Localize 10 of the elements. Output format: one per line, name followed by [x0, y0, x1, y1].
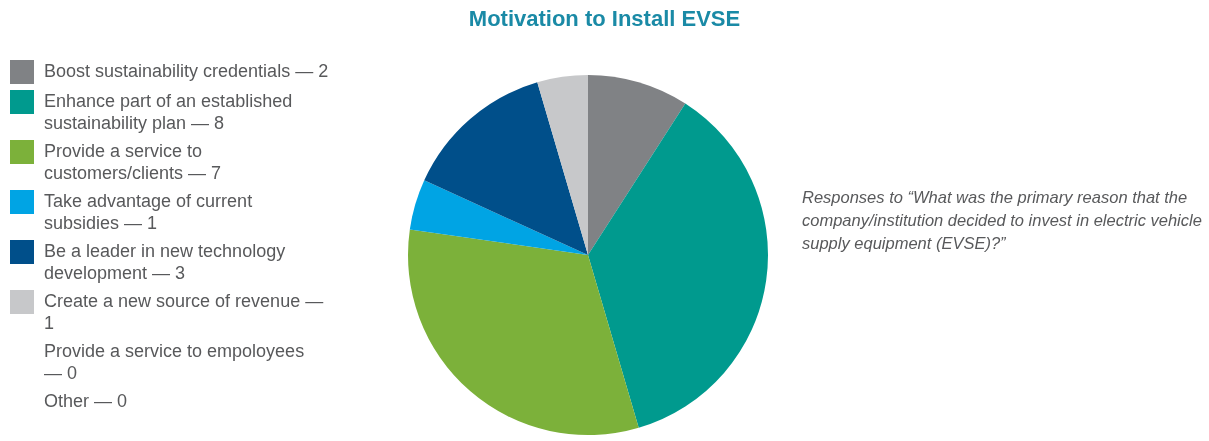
text: Responses to “What was the primary reason that the company/institution decided to invest in electric vehicle supply equipment (EVSE)?” [802, 187, 1202, 254]
legend-label: Enhance part of an established sustainability plan — 8 [44, 90, 294, 134]
legend-label: Be a leader in new technology development — 3 [44, 240, 287, 284]
legend-label: Provide a service to customers/clients — 7 [44, 140, 223, 184]
category-label: Other — 0 [44, 391, 128, 411]
legend-label: Boost sustainability credentials — 2 [44, 60, 329, 82]
legend-label: Create a new source of revenue — 1 [44, 290, 325, 334]
legend-label: Take advantage of current subsidies — 1 [44, 190, 254, 234]
chart-title: Motivation to Install EVSE [467, 6, 742, 32]
category-label: Provide a service to empoloyees — 0 [44, 341, 305, 383]
